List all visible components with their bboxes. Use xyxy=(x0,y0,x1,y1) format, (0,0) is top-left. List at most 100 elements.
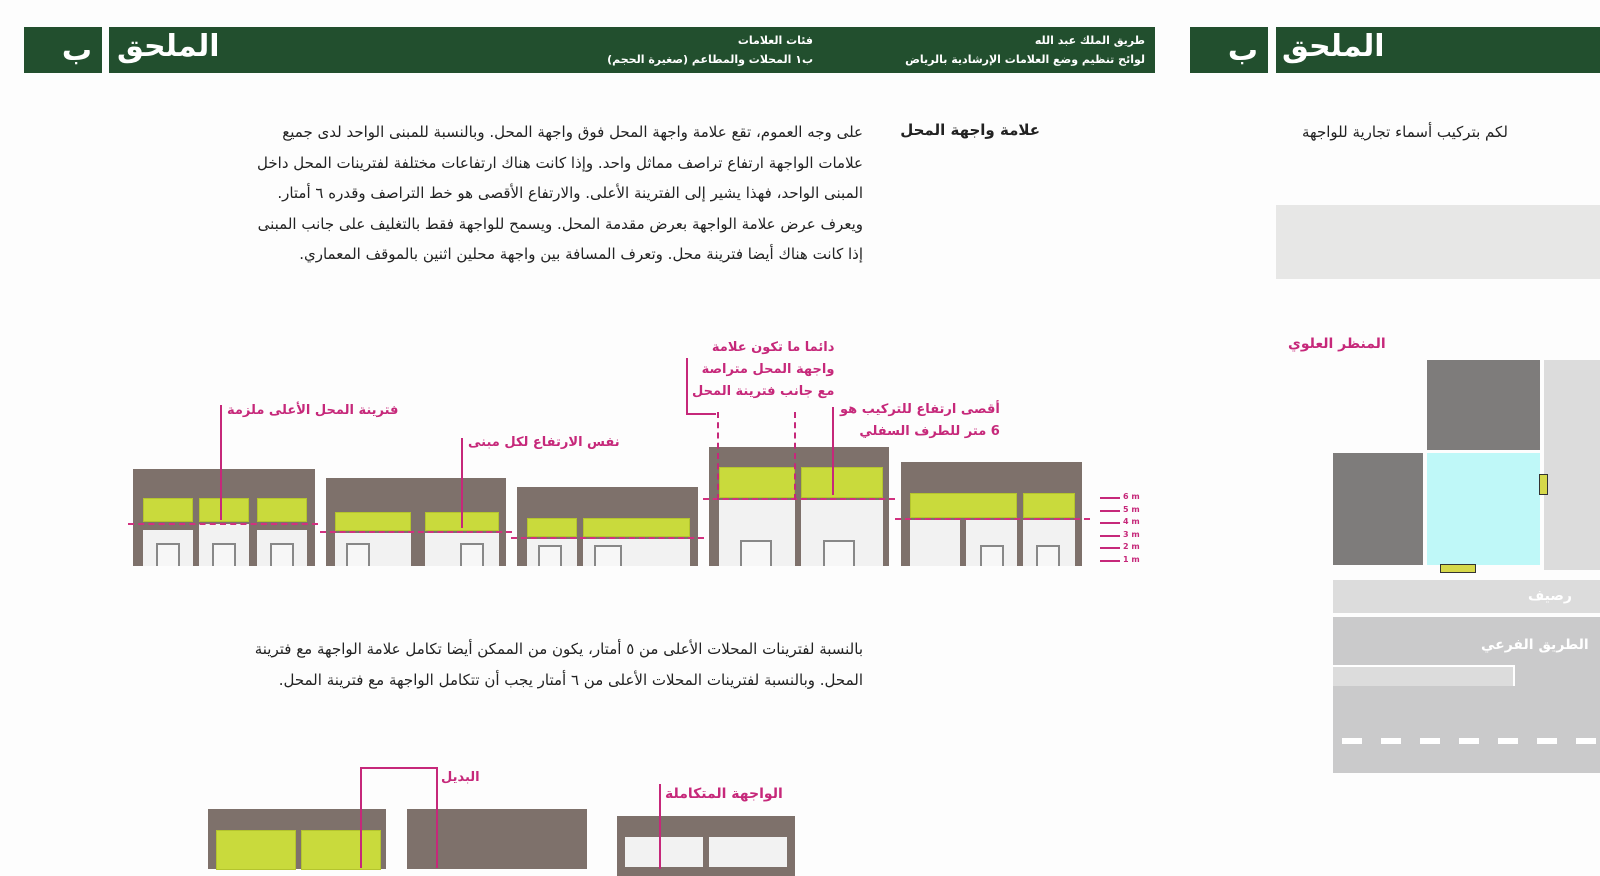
storefront xyxy=(709,837,787,867)
annotation-line: 6 متر للطرف السفلي xyxy=(859,424,1000,439)
road: الطريق الفرعي xyxy=(1333,617,1600,773)
scale-label: 5 m xyxy=(1123,505,1140,514)
scale-label: 3 m xyxy=(1123,530,1140,539)
neighbor-building xyxy=(1333,453,1423,565)
paragraph-line: علامات الواجهة ارتفاع تراصف مماثل واحد. … xyxy=(257,153,863,172)
annotation-line: واجهة المحل متراصة xyxy=(701,362,835,377)
door xyxy=(156,543,180,566)
section-info: فئات العلامات ب١ المحلات والمطاعم (صغيرة… xyxy=(607,31,813,69)
alignment-guide xyxy=(794,412,796,500)
door xyxy=(212,543,236,566)
annotation-aligned: دائما ما تكون علامة واجهة المحل متراصة م… xyxy=(692,337,834,403)
scale-tick xyxy=(1100,497,1120,499)
door xyxy=(740,540,772,566)
shop-footprint xyxy=(1427,453,1540,565)
alignment-line xyxy=(320,531,512,533)
appendix-title: الملحق xyxy=(117,29,220,64)
fascia-sign xyxy=(527,518,577,537)
fascia-sign xyxy=(1023,493,1075,518)
door xyxy=(980,545,1004,566)
alignment-line xyxy=(128,523,318,525)
door xyxy=(270,543,294,566)
fascia-sign xyxy=(257,498,307,522)
scale-tick xyxy=(1100,560,1120,562)
scale-tick xyxy=(1100,535,1120,537)
section-heading: علامة واجهة المحل xyxy=(900,121,1040,139)
storefront xyxy=(910,520,960,566)
leader-line xyxy=(461,438,463,528)
storefront xyxy=(625,837,703,867)
door xyxy=(594,545,622,566)
scale-label: 6 m xyxy=(1123,492,1140,501)
doc-title-line2: لوائح تنظيم وضع العلامات الإرشادية بالري… xyxy=(905,53,1145,66)
leader-line xyxy=(832,407,834,495)
fascia-sign xyxy=(143,498,193,522)
fascia-sign xyxy=(719,467,795,498)
fascia-sign xyxy=(199,498,249,522)
sidewalk: رصيف xyxy=(1333,580,1600,613)
leader-line xyxy=(220,405,222,520)
leader-line xyxy=(686,413,716,415)
paragraph-line: على وجه العموم، تقع علامة واجهة المحل فو… xyxy=(282,123,863,141)
lane-marking xyxy=(1342,738,1600,744)
scale-label: 1 m xyxy=(1123,555,1140,564)
annotation-line: مع جانب فترينة المحل xyxy=(692,384,835,399)
plan-strip xyxy=(1544,360,1600,570)
doc-title-line1: طريق الملك عبد الله xyxy=(1034,34,1145,47)
alignment-line xyxy=(511,537,704,539)
door xyxy=(538,545,562,566)
alignment-line xyxy=(703,498,895,500)
paragraph-line: المحل. وبالنسبة لفترينات المحلات الأعلى … xyxy=(278,670,863,689)
alternative-label: البديل xyxy=(441,770,480,785)
door xyxy=(823,540,855,566)
leader-line xyxy=(436,768,438,868)
appendix-letter: ب xyxy=(1227,32,1258,68)
paragraph-line: المبنى الواحد، فهذا يشير إلى الفترينة ال… xyxy=(277,184,863,202)
fascia-sign xyxy=(801,467,883,498)
section-subcategory: ب١ المحلات والمطاعم (صغيرة الحجم) xyxy=(607,53,813,66)
fascia-sign xyxy=(335,512,411,531)
scale-tick xyxy=(1100,522,1120,524)
scale-label: 4 m xyxy=(1123,517,1140,526)
fascia-sign xyxy=(301,830,381,870)
paragraph-line: بالنسبة لفترينات المحلات الأعلى من ٥ أمت… xyxy=(254,640,863,658)
fascia-sign xyxy=(583,518,690,537)
annotation-same-height: نفس الارتفاع لكل مبنى xyxy=(468,435,620,450)
median xyxy=(1333,665,1515,686)
right-header-bar: الملحق xyxy=(1276,27,1600,73)
fascia-sign xyxy=(216,830,296,870)
plan-title: المنظر العلوي xyxy=(1288,336,1386,352)
integrated-facade-label: الواجهة المتكاملة xyxy=(665,786,783,802)
paragraph-line: إذا كانت هناك أيضا فترينة محل. وتعرف الم… xyxy=(299,245,863,263)
scale-tick xyxy=(1100,547,1120,549)
door xyxy=(1036,545,1060,566)
leader-line xyxy=(659,784,661,869)
section-category: فئات العلامات xyxy=(737,34,813,47)
scale-tick xyxy=(1100,510,1120,512)
alignment-line xyxy=(895,518,1090,520)
building xyxy=(407,809,587,869)
right-text-fragment: لكم بتركيب أسماء تجارية للواجهة xyxy=(1302,123,1508,141)
placeholder-box xyxy=(1276,205,1600,279)
leader-line xyxy=(360,767,438,769)
annotation-highest-window: فترينة المحل الأعلى ملزمة xyxy=(227,403,399,418)
doc-title: طريق الملك عبد الله لوائح تنظيم وضع العل… xyxy=(905,31,1145,69)
sign-marker xyxy=(1539,474,1548,495)
sign-marker xyxy=(1440,564,1476,573)
appendix-letter: ب xyxy=(61,32,92,68)
annotation-line: دائما ما تكون علامة xyxy=(711,340,835,355)
door xyxy=(346,543,370,566)
fascia-sign xyxy=(910,493,1017,518)
neighbor-building xyxy=(1427,360,1540,450)
annotation-max-height: أقصى ارتفاع للتركيب هو 6 متر للطرف السفل… xyxy=(840,399,1000,443)
alignment-guide xyxy=(717,412,719,500)
header-bar: الملحق فئات العلامات ب١ المحلات والمطاعم… xyxy=(109,27,1155,73)
leader-line xyxy=(360,768,362,868)
annotation-line: أقصى ارتفاع للتركيب هو xyxy=(840,402,1000,417)
leader-line xyxy=(686,358,688,414)
paragraph-line: ويعرف عرض علامة الواجهة بعرض مقدمة المحل… xyxy=(257,214,863,233)
right-appendix-letter-box: ب xyxy=(1190,27,1268,73)
paragraph-1: على وجه العموم، تقع علامة واجهة المحل فو… xyxy=(257,117,863,270)
door xyxy=(460,543,484,566)
scale-label: 2 m xyxy=(1123,542,1140,551)
